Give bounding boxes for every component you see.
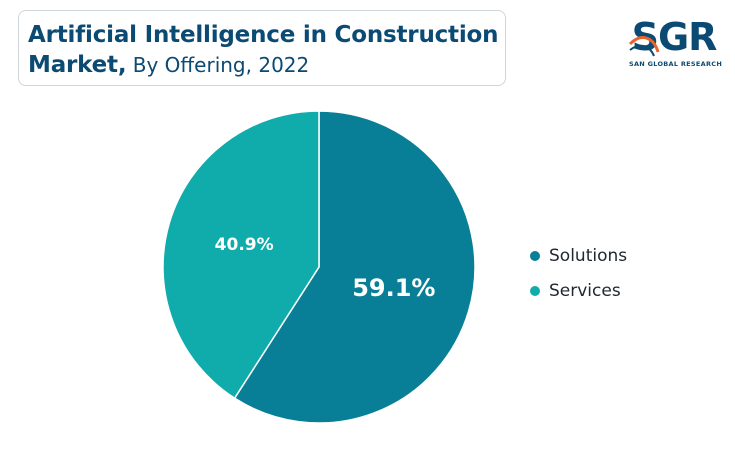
chart-legend: Solutions Services bbox=[530, 238, 627, 308]
legend-label-services: Services bbox=[549, 280, 621, 301]
legend-swatch-solutions bbox=[530, 250, 540, 261]
pie-slice-solutions bbox=[233, 110, 476, 424]
legend-item-services: Services bbox=[530, 273, 627, 308]
pie-label-services: 40.9% bbox=[215, 235, 274, 255]
sgr-logo-icon: SGR bbox=[628, 15, 718, 59]
logo-tagline: SAN GLOBAL RESEARCH bbox=[629, 60, 723, 68]
legend-label-solutions: Solutions bbox=[549, 245, 628, 266]
chart-title: Artificial Intelligence in Construction bbox=[28, 22, 499, 48]
chart-title-market: Market, bbox=[28, 52, 127, 78]
legend-swatch-services bbox=[530, 285, 540, 296]
pie-slice-services bbox=[162, 110, 320, 400]
chart-title-box: Artificial Intelligence in Construction … bbox=[18, 10, 506, 86]
chart-subtitle: By Offering, 2022 bbox=[126, 53, 310, 77]
chart-subtitle-line: Market, By Offering, 2022 bbox=[28, 50, 505, 83]
pie-label-solutions: 59.1% bbox=[352, 274, 435, 302]
legend-item-solutions: Solutions bbox=[530, 238, 627, 273]
